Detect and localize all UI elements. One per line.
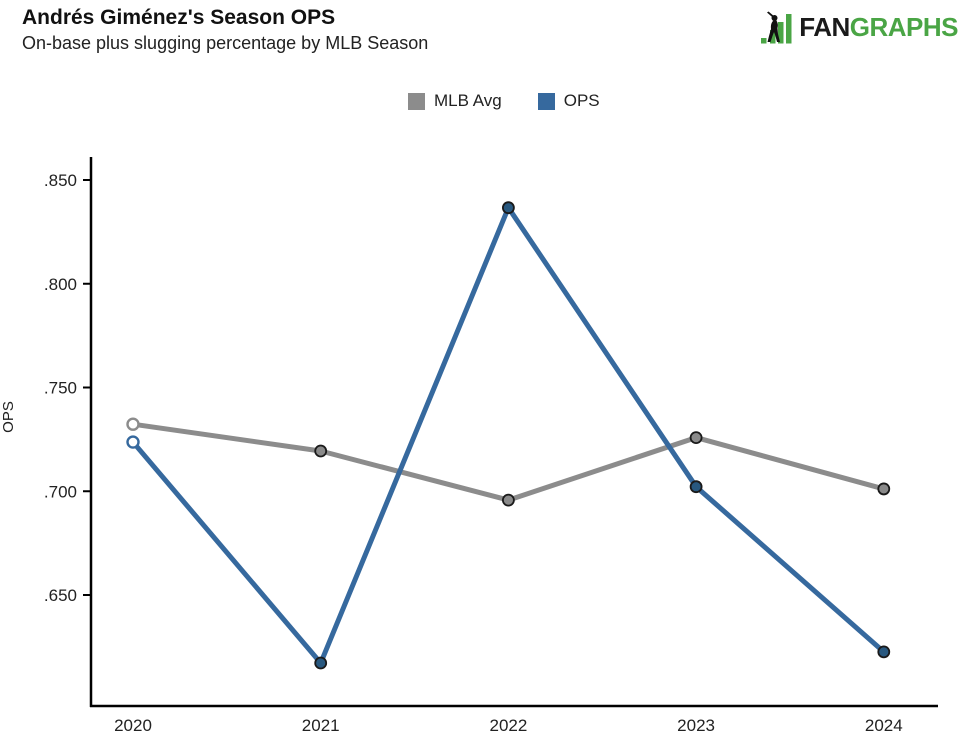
y-axis-title: OPS	[0, 401, 17, 433]
series-lines	[130, 205, 887, 666]
y-tick-label: .800	[44, 275, 77, 294]
chart-axes	[89, 157, 938, 708]
legend-label-mlb-avg: MLB Avg	[434, 91, 502, 110]
x-axis-label: 2023	[677, 716, 715, 735]
series-line-mlb-avg	[130, 421, 887, 503]
data-point-mlb-avg-2021	[314, 444, 328, 458]
x-axis-label: 2024	[865, 716, 903, 735]
x-axis-label: 2021	[302, 716, 340, 735]
data-point-ops-2023	[689, 480, 703, 494]
data-point-ops-2024	[877, 645, 891, 659]
logo-fan-text: FAN	[799, 12, 850, 42]
ops-swatch-icon	[537, 92, 555, 110]
y-tick-label: .850	[44, 171, 77, 190]
y-tick-label: .650	[44, 586, 77, 605]
data-point-ops-2022	[501, 201, 515, 215]
data-point-mlb-avg-2020	[126, 417, 140, 431]
data-point-mlb-avg-2023	[689, 431, 703, 444]
series-line-ops	[130, 205, 887, 666]
data-point-mlb-avg-2024	[877, 482, 891, 496]
legend-label-ops: OPS	[563, 91, 600, 110]
legend-item-mlb-avg[interactable]: MLB Avg	[408, 91, 502, 111]
fangraphs-logo-icon	[761, 11, 792, 44]
y-tick-label: .700	[44, 482, 77, 501]
fangraphs-logo[interactable]: FANGRAPHS	[761, 10, 959, 44]
batter-silhouette-icon	[767, 11, 781, 42]
mlb-avg-swatch-icon	[408, 92, 425, 110]
y-tick-label: .750	[44, 379, 77, 398]
fangraphs-logo-text: FANGRAPHS	[799, 11, 958, 44]
chart-legend: MLB Avg OPS	[408, 91, 600, 111]
x-axis-label: 2022	[489, 716, 527, 735]
data-point-ops-2020	[126, 435, 140, 449]
y-axis-ticks: .850 .800 .750 .700 .650	[44, 171, 91, 605]
x-axis-label: 2020	[114, 716, 152, 735]
data-point-mlb-avg-2022	[501, 493, 515, 507]
data-point-ops-2021	[314, 656, 328, 670]
page-subtitle: On-base plus slugging percentage by MLB …	[22, 33, 429, 53]
series-points	[126, 201, 891, 670]
legend-item-ops[interactable]: OPS	[537, 91, 600, 111]
page-title: Andrés Giménez's Season OPS	[22, 6, 336, 29]
x-axis-labels: 2020 2021 2022 2023 2024	[114, 716, 903, 735]
logo-graphs-text: GRAPHS	[849, 12, 959, 42]
